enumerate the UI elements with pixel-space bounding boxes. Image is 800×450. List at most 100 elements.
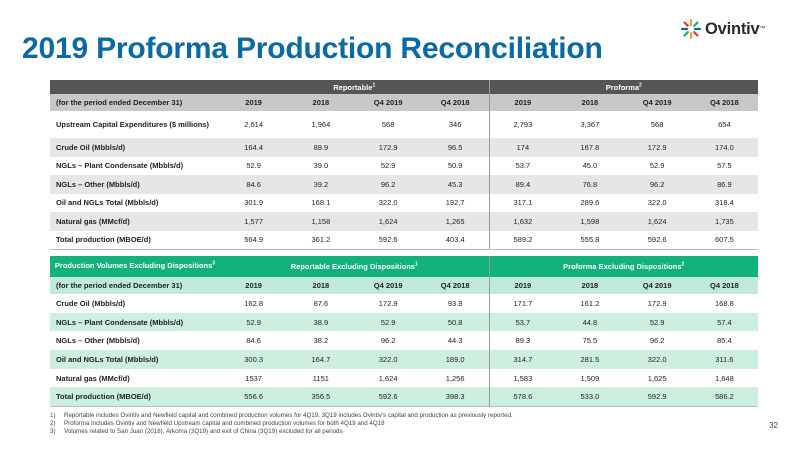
table-cell: 50.9 xyxy=(447,161,463,171)
table-cell: 1,577 xyxy=(220,212,288,231)
table1-column-header-row: (for the period ended December 31) 2019 20… xyxy=(50,94,758,111)
row-label: Crude Oil (Mbbls/d) xyxy=(50,138,220,157)
row-label: NGLs – Plant Condensate (Mbbls/d) xyxy=(50,312,220,332)
footnote: 1) Reportable includes Ovintiv and Newfie… xyxy=(50,412,513,420)
table-cell: 322.0 xyxy=(623,350,691,369)
table-row: Natural gas (MMcf/d) 1537 1151 1,624 1,256 1,… xyxy=(50,368,758,388)
table-cell: 174.0 xyxy=(690,138,758,157)
table-cell: 317.1 xyxy=(488,193,557,212)
group-label: Reportable xyxy=(333,82,373,92)
table-cell: 44.8 xyxy=(556,312,624,332)
row-label: NGLs – Other (Mbbls/d) xyxy=(50,175,220,194)
table-cell: 592.6 xyxy=(354,230,422,250)
table-cell: 1,624 xyxy=(378,373,398,383)
table-cell: 38.9 xyxy=(287,312,355,332)
table-cell: 289.6 xyxy=(580,198,600,208)
table-row: Upstream Capital Expenditures ($ million… xyxy=(50,111,758,138)
table-cell: 39.2 xyxy=(287,175,355,194)
table-row: NGLs – Plant Condensate (Mbbls/d) 52.9 38.… xyxy=(50,312,758,332)
table-row: Oil and NGLs Total (Mbbls/d) 300.3 164.7 32… xyxy=(50,350,758,369)
excluding-dispositions-table: Production Volumes Excluding Disposition… xyxy=(50,256,758,408)
table-cell: 311.6 xyxy=(690,350,758,369)
table-cell: 346 xyxy=(448,120,462,129)
page-title: 2019 Proforma Production Reconciliation xyxy=(22,32,603,65)
table-cell: 52.9 xyxy=(649,161,665,171)
group-label: Proforma Excluding Dispositions xyxy=(563,262,682,271)
column-header: 2018 xyxy=(287,94,355,111)
table-cell: 564.9 xyxy=(220,230,288,250)
table-cell: 3,367 xyxy=(580,120,600,129)
footnote-number: 2) xyxy=(50,420,56,427)
footnote: 3) Volumes related to San Juan (2018), Ar… xyxy=(50,428,513,436)
table-cell: 398.3 xyxy=(421,387,489,408)
column-header: Q4 2019 xyxy=(623,94,691,111)
table-cell: 361.2 xyxy=(287,230,355,250)
table-cell: 1,624 xyxy=(623,212,691,231)
table-cell: 52.9 xyxy=(623,312,691,332)
table2-group-corner: Production Volumes Excluding Disposition… xyxy=(50,256,220,277)
table-row: Oil and NGLs Total (Mbbls/d) 301.9 168.1 32… xyxy=(50,193,758,212)
column-header: Q4 2018 xyxy=(421,277,489,294)
row-label: NGLs – Plant Condensate (Mbbls/d) xyxy=(56,161,184,171)
table-cell: 86.9 xyxy=(690,175,758,194)
group-sup: 3 xyxy=(212,260,216,267)
column-header: 2018 xyxy=(556,94,624,111)
table-cell: 1537 xyxy=(245,373,262,383)
row-label: Total production (MBOE/d) xyxy=(50,230,220,250)
footnote-text: Proforma includes Ovintiv and Newfield U… xyxy=(64,420,385,427)
table-cell: 300.3 xyxy=(220,350,288,369)
table-cell: 189.0 xyxy=(421,350,489,369)
table-cell: 171.7 xyxy=(488,294,557,313)
table-row: Total production (MBOE/d) 556.6 356.5 592.6… xyxy=(50,387,758,408)
table-cell: 96.2 xyxy=(380,336,396,346)
row-label: Total production (MBOE/d) xyxy=(50,387,220,408)
table-cell: 2,793 xyxy=(488,111,557,138)
ovintiv-logo-icon xyxy=(680,18,702,40)
row-label: Natural gas (MMcf/d) xyxy=(50,212,220,231)
table-cell: 96.5 xyxy=(421,138,489,157)
column-header: Q4 2019 xyxy=(354,277,422,294)
table-cell: 84.6 xyxy=(246,336,261,346)
table-cell: 589.2 xyxy=(488,230,557,250)
row-label: Upstream Capital Expenditures ($ million… xyxy=(56,120,209,129)
table-cell: 93.9 xyxy=(447,298,463,308)
footnote-text: Volumes related to San Juan (2018), Arko… xyxy=(64,428,343,435)
table-cell: 164.4 xyxy=(220,138,288,157)
footnote-text: Reportable includes Ovintiv and Newfield… xyxy=(64,412,513,419)
table-cell: 84.6 xyxy=(220,175,288,194)
table-cell: 1,632 xyxy=(488,212,557,231)
table-cell: 1,735 xyxy=(690,212,758,231)
table-cell: 578.6 xyxy=(488,387,557,408)
table-cell: 1,265 xyxy=(421,212,489,231)
table-cell: 172.9 xyxy=(378,298,398,308)
table-cell: 1151 xyxy=(312,373,329,383)
column-header: 2018 xyxy=(556,277,624,294)
table-row: Natural gas (MMcf/d) 1,577 1,158 1,624 1,265… xyxy=(50,212,758,231)
group-label: Reportable Excluding Dispositions xyxy=(290,262,415,271)
table-cell: 592.6 xyxy=(623,230,691,250)
table-cell: 1,509 xyxy=(580,373,600,383)
table-cell: 568 xyxy=(381,120,395,129)
page-number: 32 xyxy=(769,421,778,430)
table-cell: 87.6 xyxy=(313,298,329,308)
group-label: Proforma xyxy=(605,82,640,92)
row-label: Crude Oil (Mbbls/d) xyxy=(56,298,126,308)
group-label: Production Volumes Excluding Disposition… xyxy=(54,261,213,271)
column-header: 2019 xyxy=(488,277,557,294)
table-cell: 96.2 xyxy=(623,175,691,194)
table-cell: 89.9 xyxy=(287,138,355,157)
table-cell: 76.8 xyxy=(556,175,624,194)
table-cell: 556.6 xyxy=(220,387,288,408)
footnote-number: 3) xyxy=(50,428,56,435)
table-cell: 52.9 xyxy=(246,161,261,171)
table-cell: 52.9 xyxy=(380,161,396,171)
reportable-proforma-table: Reportable1 Proforma2 (for the period en… xyxy=(50,80,758,250)
ovintiv-logo: Ovintiv ™ xyxy=(680,14,766,44)
column-header: Q4 2018 xyxy=(690,94,758,111)
column-header: Q4 2019 xyxy=(354,94,422,111)
table1-group-header-corner xyxy=(50,80,220,94)
table-cell: 592.6 xyxy=(354,387,422,408)
table-cell: 322.0 xyxy=(378,198,398,208)
table-cell: 85.4 xyxy=(717,336,732,346)
table-cell: 318.4 xyxy=(714,198,734,208)
